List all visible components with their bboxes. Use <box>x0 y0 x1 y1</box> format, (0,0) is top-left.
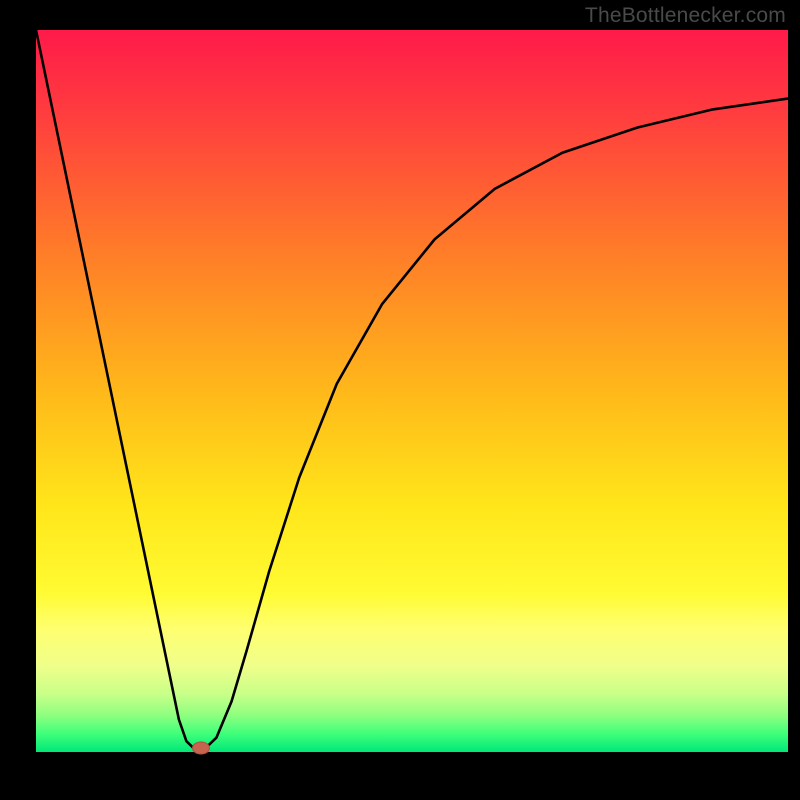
chart-container: TheBottlenecker.com <box>0 0 800 800</box>
watermark-text: TheBottlenecker.com <box>585 4 786 28</box>
bottleneck-curve <box>36 30 788 748</box>
optimal-point-marker <box>192 741 210 754</box>
plot-area <box>36 30 788 752</box>
curve-layer <box>36 30 788 752</box>
